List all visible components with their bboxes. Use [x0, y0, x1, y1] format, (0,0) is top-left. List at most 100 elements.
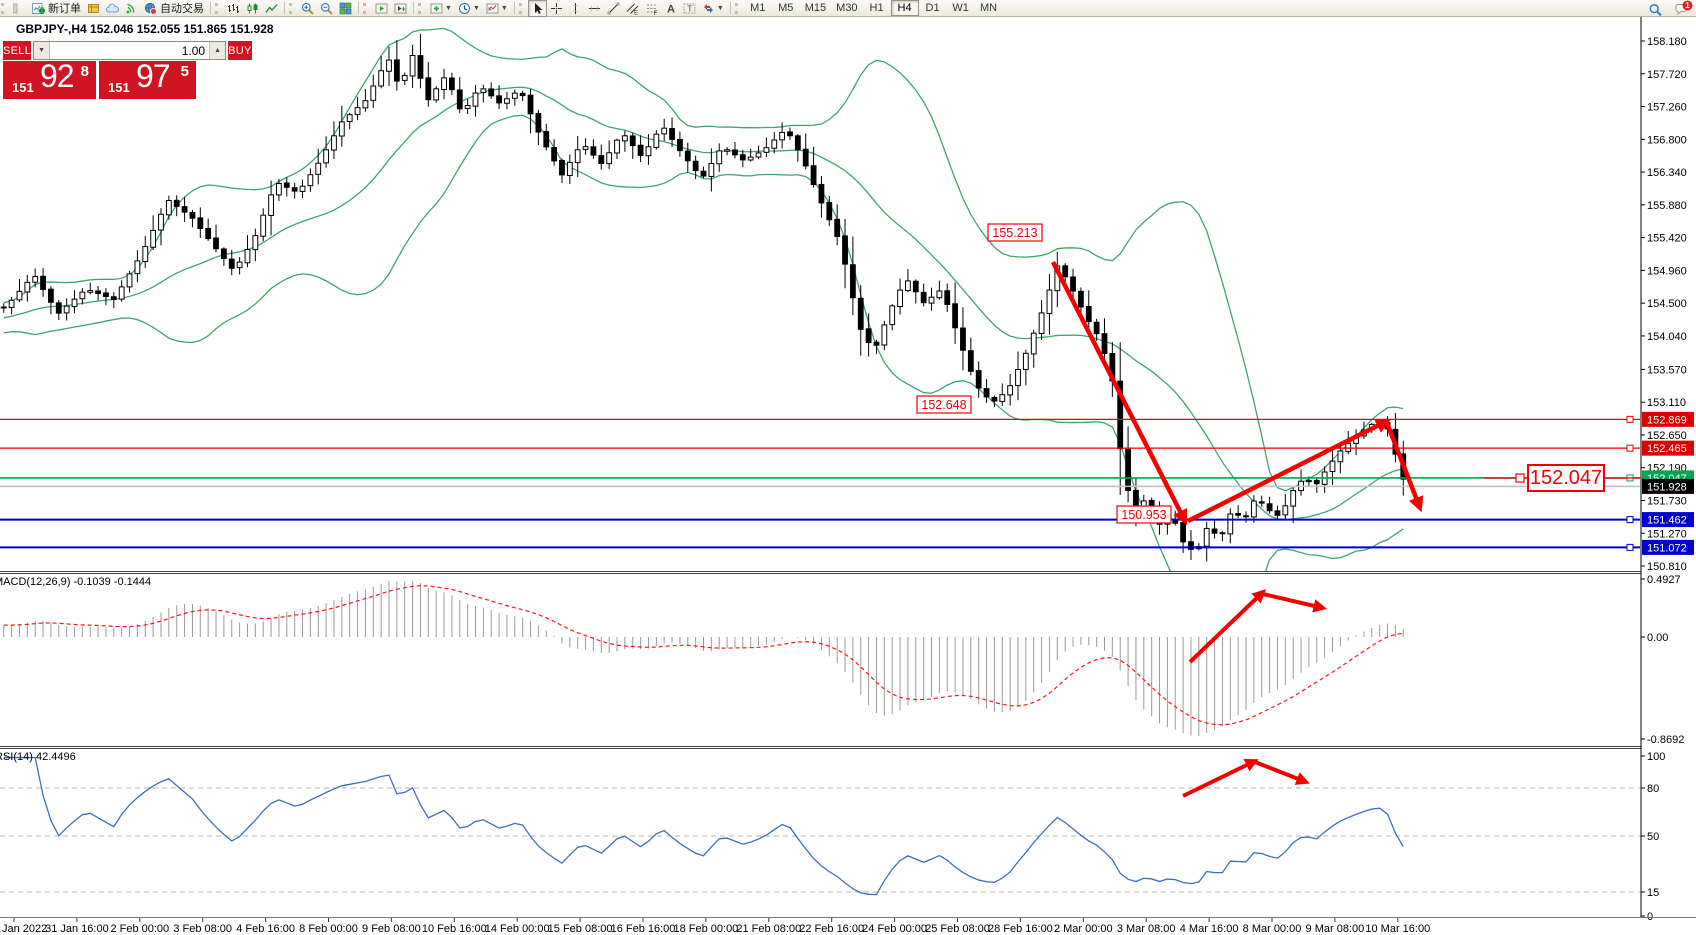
toolbar-horizontal-line-icon[interactable]: [585, 0, 604, 17]
toolbar-separator: [413, 2, 414, 14]
toolbar-tester-step-icon[interactable]: [391, 0, 410, 17]
toolbar-data-window-icon[interactable]: [103, 0, 122, 17]
toolbar-signals-icon[interactable]: [122, 0, 141, 17]
timeframe-M30-button[interactable]: M30: [836, 2, 858, 14]
svg-text:152.648: 152.648: [921, 398, 966, 412]
toolbar-new-order-button[interactable]: 新订单: [29, 0, 84, 17]
indicators-icon: [430, 2, 443, 15]
toolbar-periods-icon[interactable]: ▼: [455, 0, 483, 17]
analyst-annotations[interactable]: 155.213 152.648 150.953 152.047: [916, 223, 1641, 798]
toolbar-trendline-icon[interactable]: [604, 0, 623, 17]
toolbar-fibonacci-icon[interactable]: F: [642, 0, 661, 17]
svg-text:156.340: 156.340: [1647, 167, 1687, 179]
volume-decrease-button[interactable]: ▼: [34, 42, 51, 59]
timeframe-H4-button[interactable]: H4: [890, 0, 919, 16]
macd-indicator-label: MACD(12,26,9) -0.1039 -0.1444: [0, 576, 152, 588]
timeframe-M5-button[interactable]: M5: [778, 2, 794, 14]
toolbar-chat-icon[interactable]: 1: [1672, 0, 1693, 18]
horizontal-level-lines[interactable]: [0, 415, 1640, 551]
svg-text:50: 50: [1647, 831, 1659, 843]
svg-text:152.465: 152.465: [1647, 443, 1687, 455]
timeframe-MN-button[interactable]: MN: [980, 2, 998, 14]
sell-button[interactable]: SELL: [3, 41, 32, 60]
sell-quote-button[interactable]: 151 92 8: [3, 58, 96, 99]
one-click-trading-panel: SELL ▼ ▲ BUY 151 92 8 151 97 5: [3, 41, 252, 99]
toolbar-drag-handle: [518, 2, 525, 14]
svg-text:15: 15: [1647, 887, 1659, 899]
toolbar-separator: [513, 2, 515, 14]
svg-text:T: T: [687, 3, 692, 13]
toolbar-cursor-icon[interactable]: [527, 0, 547, 17]
svg-text:18 Feb 00:00: 18 Feb 00:00: [673, 923, 738, 935]
big-price-annotation-box: [1527, 464, 1605, 492]
price-axis-badges: 152.869152.465152.047151.928151.462151.0…: [1642, 411, 1694, 555]
volume-increase-button[interactable]: ▲: [209, 42, 226, 59]
timeframe-H1-button[interactable]: H1: [869, 2, 884, 14]
trend-arrow: [1186, 418, 1392, 524]
svg-text:2 Mar 00:00: 2 Mar 00:00: [1054, 923, 1113, 935]
toolbar-tile-windows-icon[interactable]: [336, 0, 355, 17]
svg-text:3 Feb 08:00: 3 Feb 08:00: [173, 923, 232, 935]
chevron-down-icon[interactable]: ▼: [500, 4, 508, 12]
toolbar-market-watch-icon[interactable]: [84, 0, 103, 17]
svg-text:153.570: 153.570: [1647, 364, 1687, 376]
toolbar-candles-chart-icon[interactable]: [243, 0, 262, 17]
price-annotation-box: [1116, 505, 1172, 524]
svg-text:Jan 2022: Jan 2022: [2, 923, 47, 935]
toolbar-indicators-icon[interactable]: ▼: [427, 0, 455, 17]
crosshair-icon: [550, 2, 563, 15]
toolbar-equidistant-channel-icon[interactable]: E: [623, 0, 642, 17]
timeframe-M1-button[interactable]: M1: [750, 2, 766, 14]
toolbar-bars-chart-icon[interactable]: [224, 0, 243, 17]
zoom-in-icon: [301, 2, 314, 15]
svg-text:156.800: 156.800: [1647, 134, 1687, 146]
timeframe-M15-button[interactable]: M15: [804, 2, 827, 14]
volume-input[interactable]: [50, 42, 210, 59]
templates-icon: [486, 2, 499, 15]
toolbar-text-label-icon[interactable]: T: [680, 0, 699, 17]
bollinger-bands: [3, 27, 1404, 571]
svg-text:3 Mar 08:00: 3 Mar 08:00: [1117, 923, 1176, 935]
toolbar-autotrading-button[interactable]: 自动交易: [141, 0, 207, 17]
chevron-down-icon[interactable]: ▼: [472, 4, 480, 12]
toolbar-text-icon[interactable]: A: [661, 0, 680, 17]
toolbar-crosshair-icon[interactable]: [547, 0, 566, 17]
rsi-indicator-label: RSI(14) 42.4496: [0, 751, 76, 763]
buy-quote-button[interactable]: 151 97 5: [99, 58, 196, 99]
chevron-down-icon[interactable]: ▼: [445, 4, 452, 12]
zoom-out-icon: [320, 2, 333, 15]
toolbar-button-label: 自动交易: [160, 3, 204, 15]
toolbar-right-group: 1: [1646, 0, 1693, 18]
svg-text:154.960: 154.960: [1647, 265, 1687, 277]
toolbar-line-chart-icon[interactable]: [262, 0, 281, 17]
svg-text:9 Mar 08:00: 9 Mar 08:00: [1306, 923, 1365, 935]
price-axis-background: [1641, 17, 1696, 917]
svg-text:152.047: 152.047: [1530, 467, 1602, 489]
buy-price-prefix: 151: [108, 80, 130, 95]
svg-text:24 Feb 00:00: 24 Feb 00:00: [862, 923, 927, 935]
toolbar-zoom-out-icon[interactable]: [317, 0, 336, 17]
toolbar-tester-play-icon[interactable]: [372, 0, 391, 17]
trend-arrow: [1182, 759, 1259, 798]
toolbar-arrows-icon[interactable]: ▼: [699, 0, 727, 17]
timeframe-W1-button[interactable]: W1: [952, 2, 969, 14]
periods-icon: [458, 2, 471, 15]
svg-text:100: 100: [1647, 751, 1665, 763]
fibonacci-icon: F: [645, 2, 658, 15]
toolbar-templates-icon[interactable]: ▼: [483, 0, 511, 17]
chevron-down-icon[interactable]: ▼: [716, 4, 724, 12]
svg-text:151.270: 151.270: [1647, 528, 1687, 540]
toolbar-vertical-line-icon[interactable]: [566, 0, 585, 17]
toolbar-button-label: 新订单: [48, 3, 81, 15]
svg-text:9 Feb 08:00: 9 Feb 08:00: [362, 923, 421, 935]
autotrading-icon: [144, 2, 157, 15]
toolbar-search-icon[interactable]: [1646, 1, 1665, 18]
svg-text:157.720: 157.720: [1647, 69, 1687, 81]
toolbar-zoom-in-icon[interactable]: [298, 0, 317, 17]
buy-button[interactable]: BUY: [228, 41, 252, 60]
timeframe-D1-button[interactable]: D1: [925, 2, 940, 14]
trendline-icon: [607, 2, 620, 15]
toolbar: 新订单 自动交易 ▼ ▼ ▼ E F A T ▼ M1 M5 M15 M30 H1 H4 D1 W1 MN 1: [0, 0, 1696, 17]
